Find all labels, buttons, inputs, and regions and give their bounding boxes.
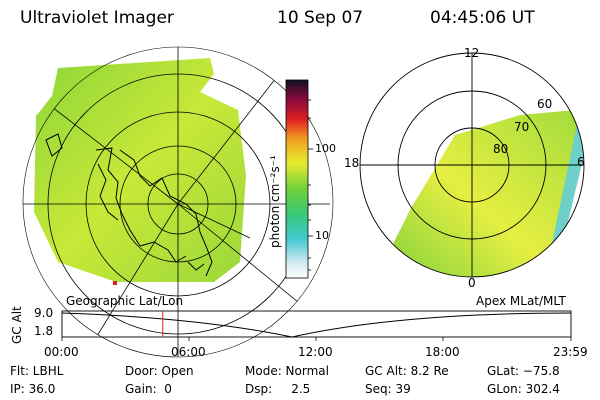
magnetic-polar-plot	[359, 52, 585, 278]
colorbar-tick-10: 10	[315, 229, 329, 242]
uv-image-right	[390, 110, 584, 277]
info-ip: IP: 36.0	[10, 382, 56, 396]
info-dsp: Dsp: 2.5	[245, 382, 311, 396]
altitude-timeline	[61, 310, 572, 341]
geographic-caption: Geographic Lat/Lon	[66, 294, 184, 308]
timeline-x-tick: 00:00	[44, 345, 79, 359]
color-scale	[285, 79, 313, 279]
info-gain: Gain: 0	[125, 382, 172, 396]
colorbar-tick-100: 100	[315, 142, 336, 155]
date-label: 10 Sep 07	[277, 8, 364, 28]
mlat-label-60: 60	[537, 97, 553, 111]
info-door: Door: Open	[125, 364, 194, 378]
info-mode: Mode: Normal	[245, 364, 329, 378]
mlt-label-12: 12	[464, 46, 480, 60]
timeline-x-tick: 18:00	[425, 345, 460, 359]
altitude-curve	[61, 312, 572, 338]
timeline-x-tick: 06:00	[171, 345, 206, 359]
app-title: Ultraviolet Imager	[20, 8, 174, 28]
timeline-y-tick-max: 9.0	[34, 306, 54, 320]
colorbar-gradient	[285, 79, 309, 279]
timeline-y-label: GC Alt	[10, 306, 24, 344]
location-marker	[113, 281, 117, 285]
info-gc-alt: GC Alt: 8.2 Re	[365, 364, 449, 378]
mlat-label-80: 80	[493, 142, 509, 156]
info-seq: Seq: 39	[365, 382, 411, 396]
info-glat: GLat: −75.8	[487, 364, 560, 378]
mlt-label-18: 18	[344, 156, 360, 170]
time-label: 04:45:06 UT	[430, 8, 535, 28]
uv-image-left	[34, 58, 246, 282]
timeline-x-tick: 12:00	[298, 345, 333, 359]
mlat-label-70: 70	[514, 120, 530, 134]
colorbar-unit-label: photon cm⁻²s⁻¹	[268, 155, 282, 248]
mlt-label-0: 0	[468, 276, 476, 290]
timeline-y-tick-min: 1.8	[34, 324, 54, 338]
timeline-x-tick: 23:59	[553, 345, 588, 359]
mlt-label-6: 6	[577, 155, 585, 169]
polar-grid	[359, 52, 585, 278]
info-glon: GLon: 302.4	[487, 382, 560, 396]
info-filter: Flt: LBHL	[10, 364, 64, 378]
apex-caption: Apex MLat/MLT	[476, 294, 566, 308]
coastline	[45, 133, 213, 277]
